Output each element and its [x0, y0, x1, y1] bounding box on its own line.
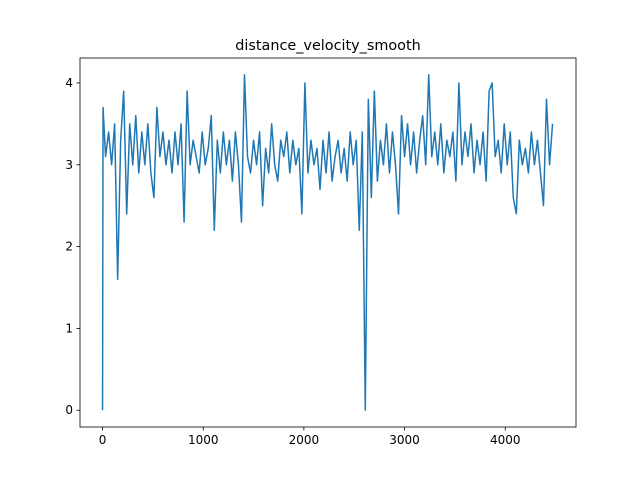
y-tick-label: 2	[65, 240, 73, 254]
y-tick-label: 4	[65, 76, 73, 90]
x-tick-label: 0	[99, 433, 107, 447]
x-tick-label: 3000	[389, 433, 420, 447]
chart-title: distance_velocity_smooth	[235, 38, 421, 54]
y-tick-label: 1	[65, 321, 73, 335]
y-tick-label: 0	[65, 403, 73, 417]
y-tick-label: 3	[65, 158, 73, 172]
x-tick-label: 2000	[289, 433, 320, 447]
line	[101, 74, 554, 411]
x-tick-label: 1000	[188, 433, 219, 447]
x-tick-label: 4000	[490, 433, 521, 447]
axes-frame	[79, 57, 577, 428]
